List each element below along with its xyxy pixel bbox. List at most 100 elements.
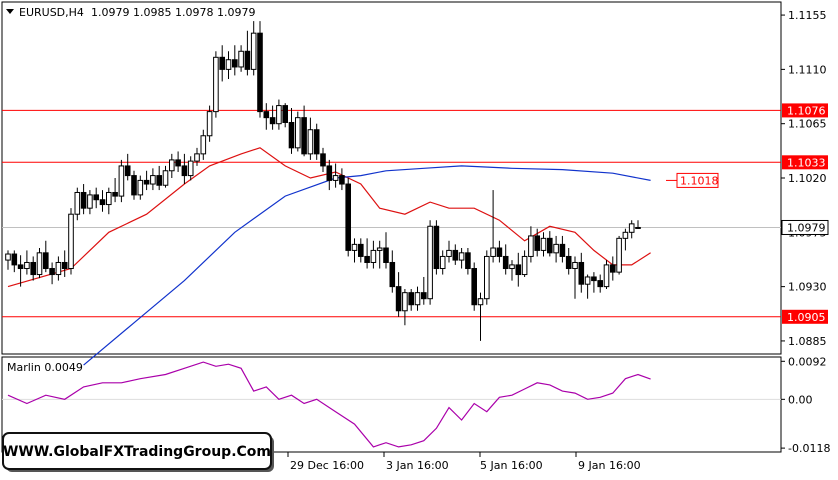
candle [93,187,100,209]
candle [458,248,465,269]
watermark-text: WWW.GlobalFXTradingGroup.Com [3,444,271,460]
candle-body [200,135,207,155]
candle-body [515,264,522,276]
candle [326,159,333,191]
candle [402,289,408,326]
candle-body [93,194,100,201]
candle [295,111,301,152]
candle [307,117,314,160]
candle [591,272,597,293]
candle [74,187,81,221]
candle [597,274,604,293]
candle [484,250,490,305]
symbol-timeframe: EURUSD,H4 [19,6,84,19]
candle [603,260,610,290]
candle [61,250,68,277]
candle [5,250,11,270]
candle [540,232,547,257]
candle-body [295,117,301,149]
ma-value-tag [676,172,719,188]
candle-body [383,247,389,263]
candle [68,208,74,275]
candle [244,30,251,76]
candle [376,240,383,269]
candle [509,260,515,281]
candle-body [257,32,263,113]
candle-body [225,59,232,70]
candle-body [169,159,175,172]
candle-body [496,247,503,257]
candle-body [408,292,414,306]
candle-body [395,286,402,312]
ma-value-label: 1.1018 [680,174,719,187]
candle [55,256,62,281]
candle [288,108,295,154]
candle-body [547,237,553,254]
candle-body [553,243,559,254]
candle [433,220,440,275]
candle-body [87,194,93,209]
candle-body [5,253,11,261]
candle-body [521,255,528,276]
candle-body [156,175,162,186]
candle-body [358,243,364,257]
candle-body [477,298,484,306]
candle-body [320,153,326,167]
candle [99,190,106,212]
candle [439,250,446,275]
candle [471,262,477,311]
ohlc-values: 1.0979 1.0985 1.0978 1.0979 [91,6,255,19]
level-price-label: 1.1033 [787,156,826,169]
candle [131,170,137,200]
candle-body [446,249,452,257]
candle [269,105,276,130]
candle [389,250,396,293]
level-price-label: 1.1076 [787,104,826,117]
candle-body [559,243,566,257]
indicator-tick-label: 0.0092 [788,355,827,368]
chart-menu-triangle-icon[interactable] [6,9,14,14]
candle [11,250,18,273]
candle-body [282,105,288,123]
candle-body [439,255,446,270]
candle-body [427,225,433,300]
candle [395,272,402,317]
time-label-9jan: 9 Jan 16:00 [578,459,641,472]
candle-body [194,153,200,162]
candle [421,276,427,305]
price-tick-label: 1.0930 [788,281,827,294]
candle [276,99,282,130]
candle [181,153,188,185]
level-price-label: 1.0905 [787,311,826,324]
candle [24,250,30,275]
candle [194,147,200,166]
candle-body [591,276,597,282]
candle [465,248,471,275]
candle [282,103,288,128]
candle [137,175,144,200]
candle-body [332,175,339,181]
candle-body [414,292,421,306]
candle [332,163,339,188]
candle-body [364,255,370,263]
candle [257,21,263,118]
candle-body [502,255,509,270]
candle [106,187,112,215]
candle [313,123,320,160]
price-tick-label: 1.1065 [788,118,827,131]
candle [521,250,528,277]
candle-body [339,175,345,185]
current-price-label: 1.0979 [787,221,826,234]
candle-body [565,255,572,270]
candle-body [74,191,81,215]
candle-body [250,32,257,70]
candle-body [471,268,477,306]
candle-body [118,165,125,197]
candle [118,159,125,203]
candle-body [244,50,251,70]
candle-body [452,249,459,261]
candle-body [11,253,18,266]
candle-body [402,292,408,312]
